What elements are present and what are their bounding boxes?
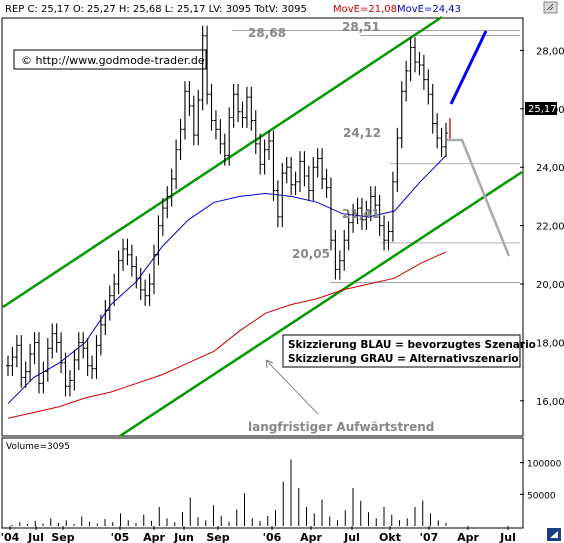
price-tick-label: 28,00 xyxy=(536,46,564,57)
volume-axis: 50000 100000 xyxy=(520,460,562,501)
scenario-legend: Skizzierung BLAU = bevorzugtes Szenario … xyxy=(282,334,536,368)
time-tick-label: Apr xyxy=(457,531,479,543)
time-tick-label: Okt xyxy=(379,531,401,543)
time-tick-label: Apr xyxy=(300,531,322,543)
header-ma-long: MovE=21,08 xyxy=(333,4,397,15)
last-price-text: 25,17 xyxy=(528,104,557,115)
volume-label: Volume=3095 xyxy=(6,442,70,452)
lower-channel-line xyxy=(119,170,523,438)
time-tick-label: '05 xyxy=(111,531,130,543)
legend-line-grey: Skizzierung GRAU = Alternativszenario xyxy=(288,353,519,365)
price-tick-label: 20,00 xyxy=(536,280,564,291)
level-label-21-41: 21,41 xyxy=(342,207,380,221)
level-label-28-51: 28,51 xyxy=(342,20,380,34)
level-label-20-05: 20,05 xyxy=(292,247,330,261)
header-quote: REP C: 25,17 O: 25,27 H: 25,68 L: 25,17 … xyxy=(5,4,307,15)
header-ma-short: MovE=24,43 xyxy=(397,4,461,15)
time-tick-label: '06 xyxy=(263,531,282,543)
time-tick-label: Apr xyxy=(143,531,165,543)
copyright-box: © http://www.godmode-trader.de xyxy=(13,49,207,70)
legend-line-blue: Skizzierung BLAU = bevorzugtes Szenario xyxy=(288,339,536,351)
time-tick-label: '07 xyxy=(420,531,439,543)
time-tick-label: Jul xyxy=(27,531,44,543)
price-bars xyxy=(6,25,451,397)
price-panel-frame xyxy=(1,17,524,437)
time-tick-label: Jul xyxy=(499,531,516,543)
scenario-grey-line xyxy=(447,138,511,257)
volume-tick-label: 100000 xyxy=(527,460,562,470)
price-tick-label: 16,00 xyxy=(536,397,564,408)
price-tick-label: 24,00 xyxy=(536,163,564,174)
ma-long-line xyxy=(7,251,447,419)
scenario-sketches xyxy=(447,30,511,257)
trend-label: langfristiger Aufwärtstrend xyxy=(248,420,434,434)
time-tick-label: Jul xyxy=(343,531,360,543)
trend-annotation: langfristiger Aufwärtstrend xyxy=(248,359,434,434)
time-tick-label: Sep xyxy=(206,531,229,543)
level-label-28-68: 28,68 xyxy=(248,26,286,40)
price-tick-label: 18,00 xyxy=(536,338,564,349)
scenario-blue-line xyxy=(449,30,488,105)
last-price-tag: 25,17 xyxy=(525,102,557,115)
upper-channel-line xyxy=(2,15,443,309)
arrow-icon xyxy=(265,359,274,369)
level-label-24-12: 24,12 xyxy=(343,126,381,140)
time-axis: '04 Jul Sep '05 Apr Jun Sep '06 Apr Jul Okt '07 Apr J… xyxy=(1,526,516,543)
zoom-icon[interactable] xyxy=(547,528,561,541)
ma-short-line xyxy=(7,155,447,405)
volume-tick-label: 50000 xyxy=(527,491,556,501)
time-tick-label: '04 xyxy=(1,531,20,543)
copyright-text: © http://www.godmode-trader.de xyxy=(21,54,205,67)
time-tick-label: Jun xyxy=(173,531,194,543)
trend-channel xyxy=(2,15,523,438)
time-tick-label: Sep xyxy=(51,531,74,543)
volume-panel-frame xyxy=(1,437,524,529)
moving-averages xyxy=(7,155,447,419)
volume-bars xyxy=(11,459,447,526)
price-level-lines xyxy=(232,30,520,283)
price-tick-label: 22,00 xyxy=(536,222,564,233)
resize-icon[interactable] xyxy=(543,1,558,14)
